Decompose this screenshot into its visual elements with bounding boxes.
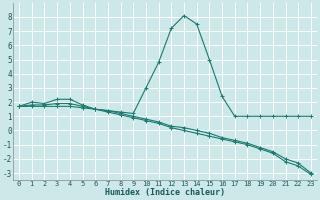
X-axis label: Humidex (Indice chaleur): Humidex (Indice chaleur) [105,188,225,197]
